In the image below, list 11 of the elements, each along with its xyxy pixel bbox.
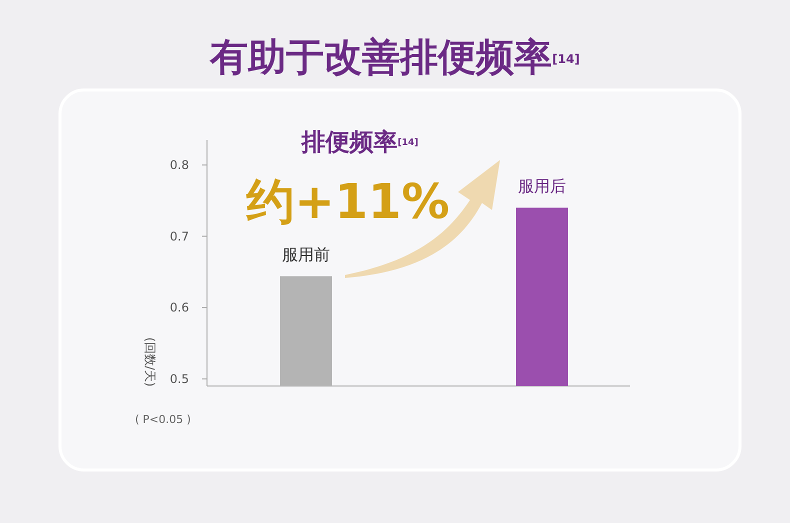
y-tick-label: 0.6 — [170, 300, 189, 315]
y-tick-label: 0.7 — [170, 229, 189, 244]
text: ( P<0.05 ) — [135, 413, 191, 426]
y-tick-label: 0.8 — [170, 158, 189, 172]
y-tick-label: 0.5 — [170, 372, 189, 386]
chart-title: 有助于改善排便频率$^{[14]}$ — [209, 35, 580, 79]
annotation: 排便频率$^{[14]}$ — [300, 128, 418, 156]
annotation: 约+11% — [245, 174, 450, 230]
y-axis-title: (回数/天) — [143, 337, 157, 387]
x-tick-label: 服用前 — [282, 245, 330, 264]
x-tick-label: 服用后 — [518, 176, 566, 196]
